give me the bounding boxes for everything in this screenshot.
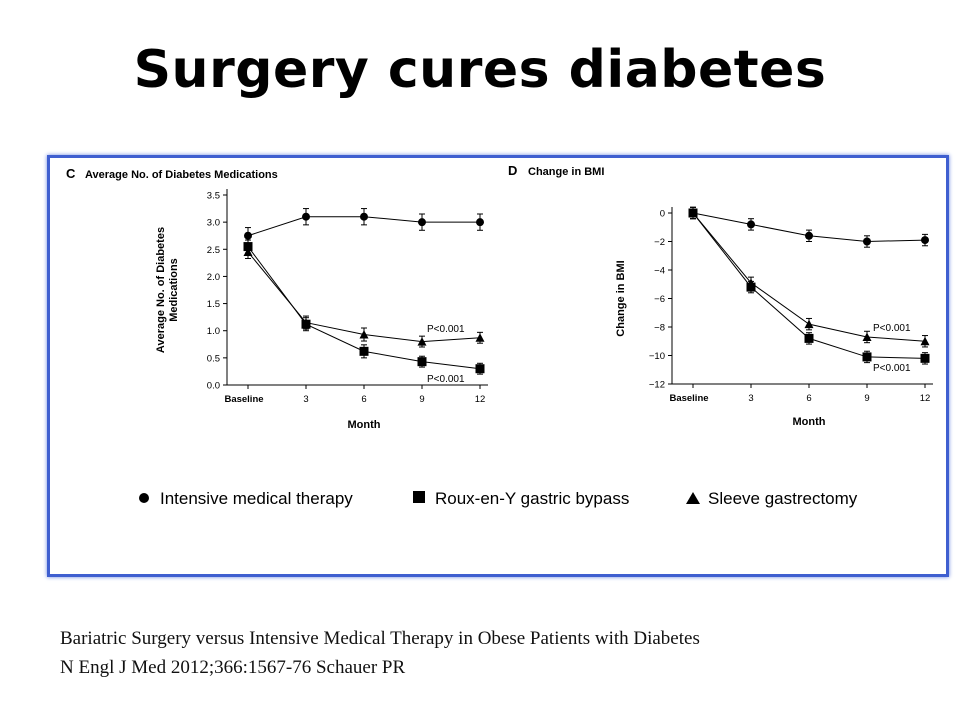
p-value-annotation: P<0.001 bbox=[427, 324, 465, 335]
data-point-triangle bbox=[243, 247, 253, 256]
y-tick-label: 3.5 bbox=[207, 191, 220, 202]
data-point-square bbox=[475, 364, 485, 374]
data-point-triangle bbox=[417, 337, 427, 346]
data-point-square bbox=[359, 346, 369, 356]
figure-svg: C Average No. of Diabetes Medications D … bbox=[66, 163, 933, 508]
data-point-square bbox=[804, 333, 814, 343]
data-point-square bbox=[862, 352, 872, 362]
data-point-triangle bbox=[920, 336, 930, 346]
legend: Intensive medical therapy Roux-en-Y gast… bbox=[139, 489, 858, 508]
y-tick-label: 2.5 bbox=[207, 245, 220, 256]
data-point-circle bbox=[302, 212, 310, 221]
data-point-triangle bbox=[359, 330, 369, 339]
p-value-annotation: P<0.001 bbox=[427, 374, 465, 385]
y-tick-label: 0.5 bbox=[207, 353, 220, 364]
y-tick-label: −4 bbox=[654, 266, 665, 277]
x-axis-label: Month bbox=[793, 416, 826, 428]
data-point-triangle bbox=[746, 278, 756, 287]
data-point-circle bbox=[921, 236, 929, 245]
y-axis-label: Average No. of DiabetesMedications bbox=[155, 227, 180, 353]
data-point-triangle bbox=[301, 318, 311, 327]
x-tick-label: 9 bbox=[419, 394, 424, 405]
x-tick-label: 6 bbox=[361, 394, 366, 405]
y-tick-label: 1.0 bbox=[207, 326, 220, 337]
y-tick-label: 2.0 bbox=[207, 272, 220, 283]
panel-c-letter: C bbox=[66, 166, 76, 181]
panel-d-letter: D bbox=[508, 163, 517, 178]
y-tick-label: −2 bbox=[654, 237, 665, 248]
y-tick-label: −6 bbox=[654, 294, 665, 305]
x-tick-label: 9 bbox=[864, 393, 869, 404]
p-value-annotation: P<0.001 bbox=[873, 323, 911, 334]
data-point-circle bbox=[863, 237, 871, 246]
y-tick-label: 0 bbox=[660, 209, 665, 220]
data-point-square bbox=[417, 357, 427, 367]
x-tick-label: 3 bbox=[303, 394, 308, 405]
citation-caption: Bariatric Surgery versus Intensive Medic… bbox=[60, 624, 700, 682]
x-tick-label: 12 bbox=[920, 393, 931, 404]
panel-c-title: Average No. of Diabetes Medications bbox=[85, 169, 278, 181]
y-tick-label: −10 bbox=[649, 351, 665, 362]
x-tick-label: 12 bbox=[475, 394, 486, 405]
data-point-triangle bbox=[862, 332, 872, 341]
panel-d-title: Change in BMI bbox=[528, 166, 604, 178]
x-tick-label: 3 bbox=[748, 393, 753, 404]
x-tick-label: Baseline bbox=[669, 393, 708, 404]
data-point-circle bbox=[244, 231, 252, 240]
caption-line-1: Bariatric Surgery versus Intensive Medic… bbox=[60, 628, 700, 649]
x-tick-label: 6 bbox=[806, 393, 811, 404]
data-point-triangle bbox=[475, 333, 485, 342]
x-axis-label: Month bbox=[348, 419, 381, 431]
y-axis-label: Change in BMI bbox=[615, 260, 627, 336]
chart-c: 0.0 0.5 1.0 1.5 2.0 2.5 3.0 3.5 Baseline 3 6 9 12 Mon… bbox=[155, 189, 488, 431]
data-point-triangle bbox=[688, 208, 698, 217]
data-point-triangle bbox=[804, 319, 814, 329]
data-point-circle bbox=[805, 231, 813, 240]
p-value-annotation: P<0.001 bbox=[873, 363, 911, 374]
page-title: Surgery cures diabetes bbox=[133, 40, 827, 100]
x-tick-label: Baseline bbox=[224, 394, 263, 405]
legend-label-medical: Intensive medical therapy bbox=[160, 489, 353, 508]
chart-d: 0 −2 −4 −6 −8 −10 −12 Baseline 3 6 9 12 Month Change … bbox=[615, 206, 933, 428]
legend-circle-marker bbox=[139, 493, 149, 503]
y-tick-label: 1.5 bbox=[207, 299, 220, 310]
data-point-circle bbox=[360, 212, 368, 221]
data-point-circle bbox=[418, 218, 426, 227]
y-tick-label: −8 bbox=[654, 323, 665, 334]
legend-label-sleeve: Sleeve gastrectomy bbox=[708, 489, 858, 508]
data-point-circle bbox=[747, 220, 755, 229]
caption-line-2: N Engl J Med 2012;366:1567-76 Schauer PR bbox=[60, 657, 406, 678]
y-tick-label: −12 bbox=[649, 380, 665, 391]
y-tick-label: 0.0 bbox=[207, 381, 220, 392]
figure-panel: C Average No. of Diabetes Medications D … bbox=[47, 155, 949, 577]
legend-triangle-marker bbox=[686, 492, 700, 504]
legend-square-marker bbox=[413, 491, 425, 503]
data-point-circle bbox=[476, 218, 484, 227]
y-tick-label: 3.0 bbox=[207, 218, 220, 229]
data-point-square bbox=[920, 353, 930, 363]
legend-label-bypass: Roux-en-Y gastric bypass bbox=[435, 489, 629, 508]
